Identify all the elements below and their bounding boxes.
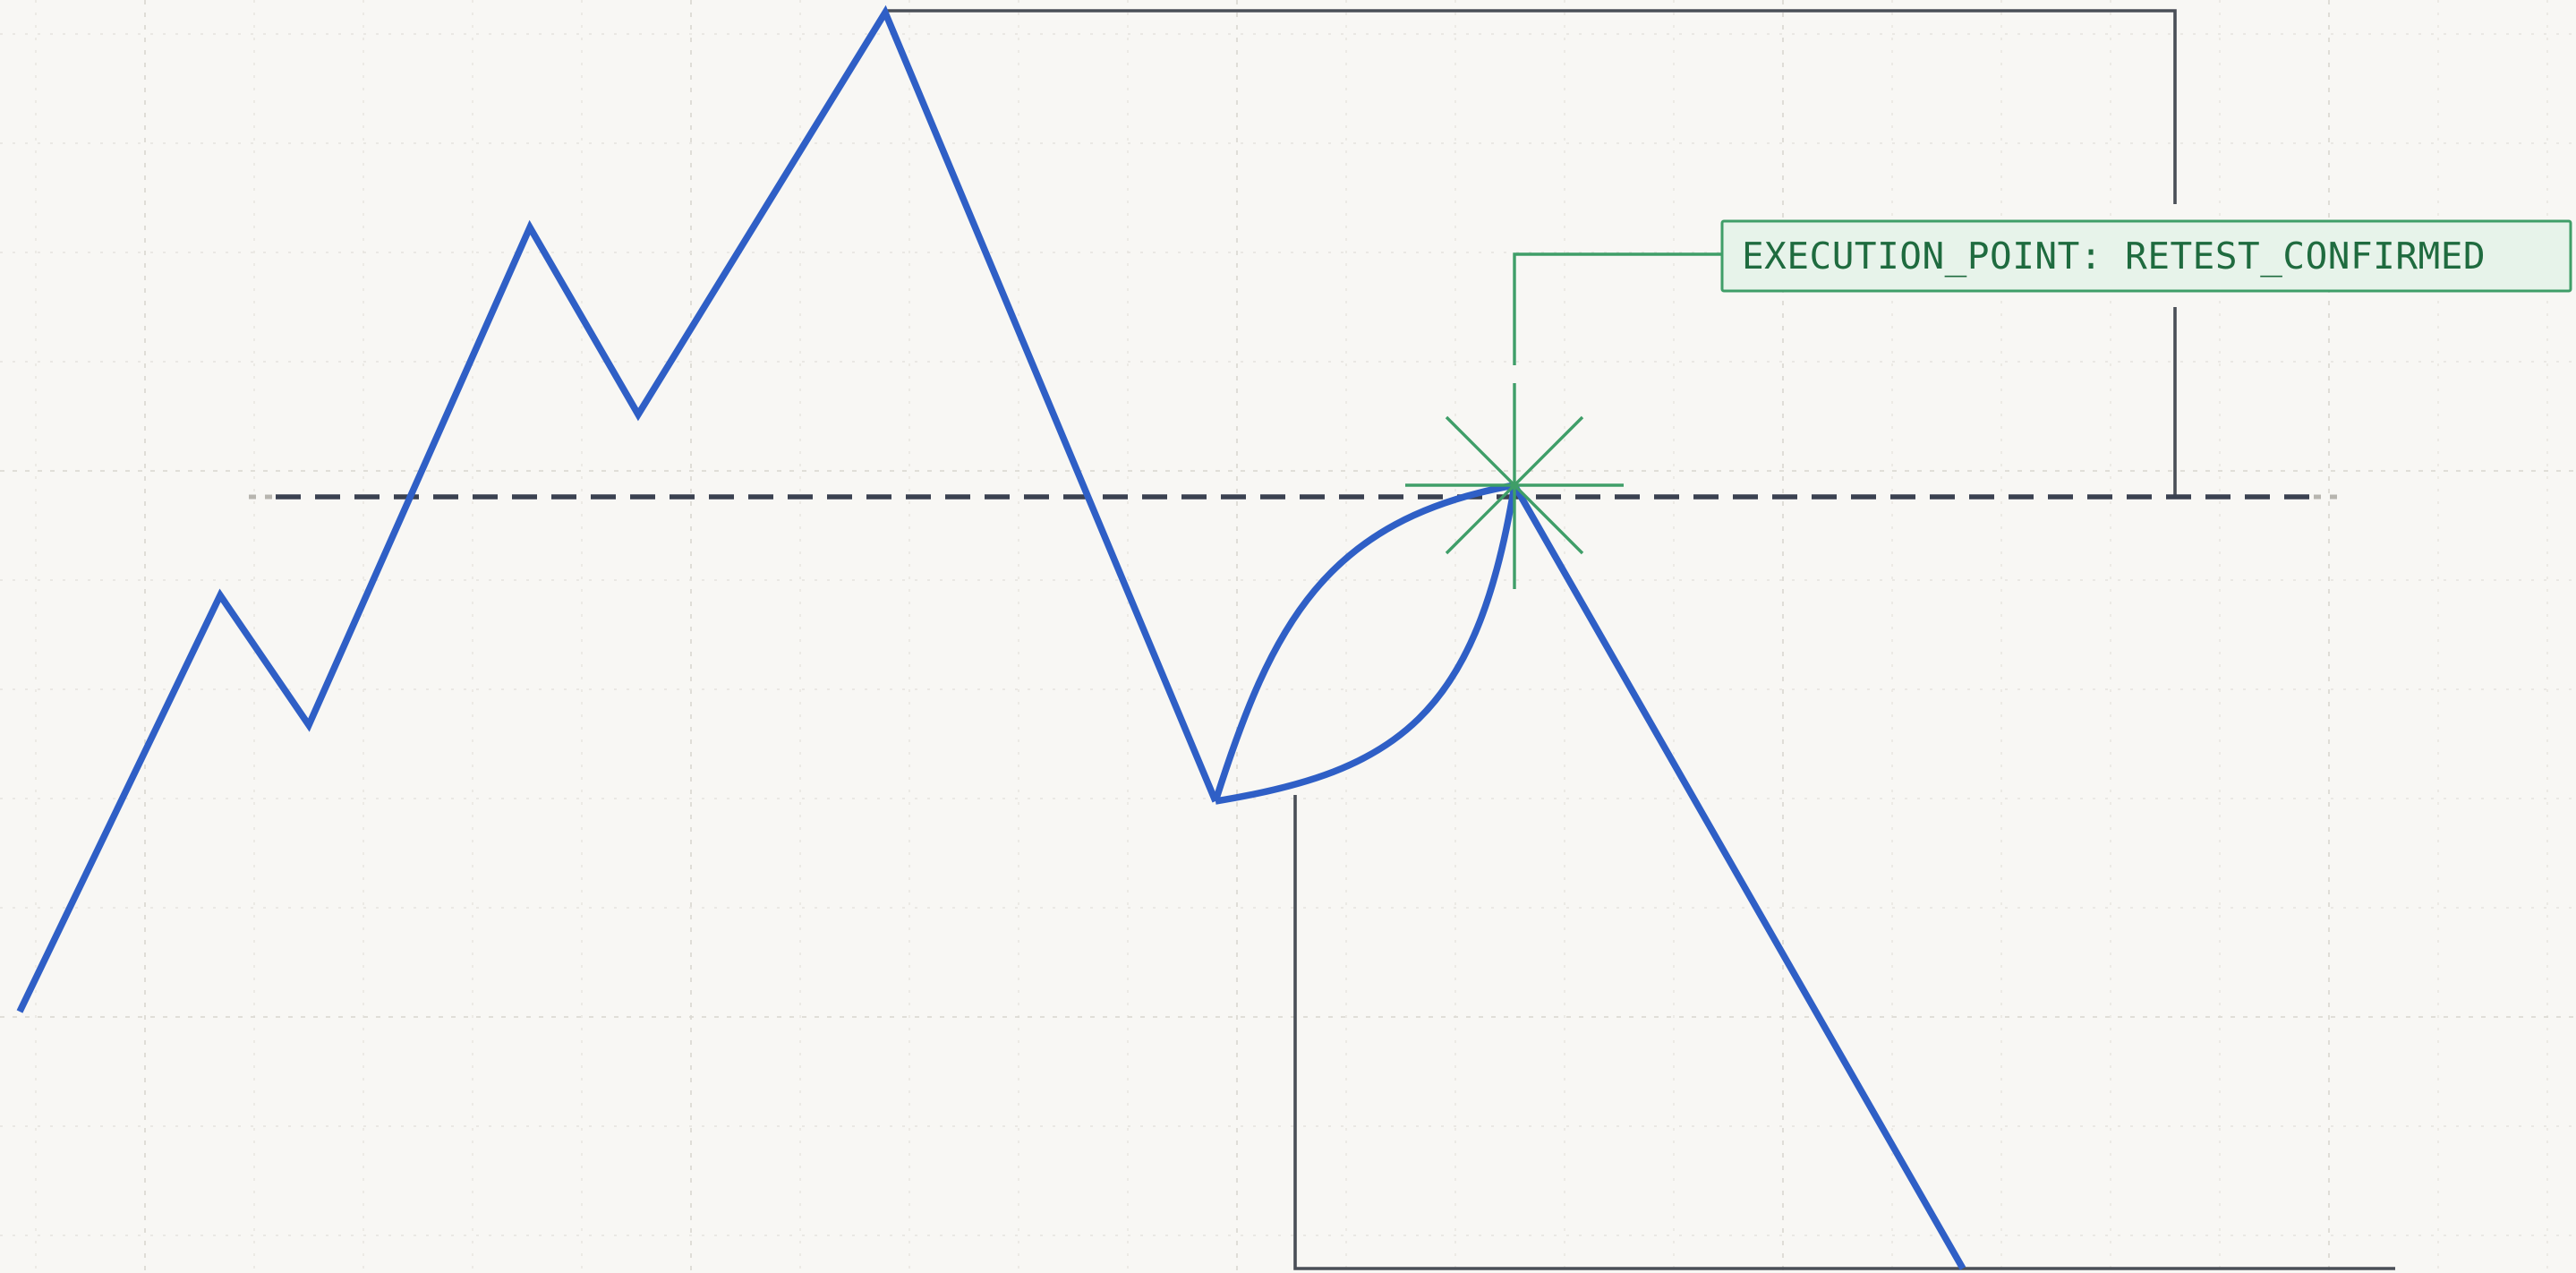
callout-leader-line — [1513, 252, 1722, 365]
callout-box — [1720, 219, 2572, 293]
upper-measurement-bracket — [886, 9, 2177, 204]
execution-point-label: EXECUTION_POINT: RETEST_CONFIRMED — [1742, 235, 2486, 278]
price-path-breakdown — [1511, 483, 1966, 1270]
retest-lower-curve — [1215, 484, 1518, 805]
price-path-upswing — [16, 4, 1219, 1013]
lower-measurement-bracket — [1293, 795, 2395, 1270]
execution-burst-icon — [1405, 383, 1624, 589]
retest-upper-curve — [1212, 482, 1515, 803]
